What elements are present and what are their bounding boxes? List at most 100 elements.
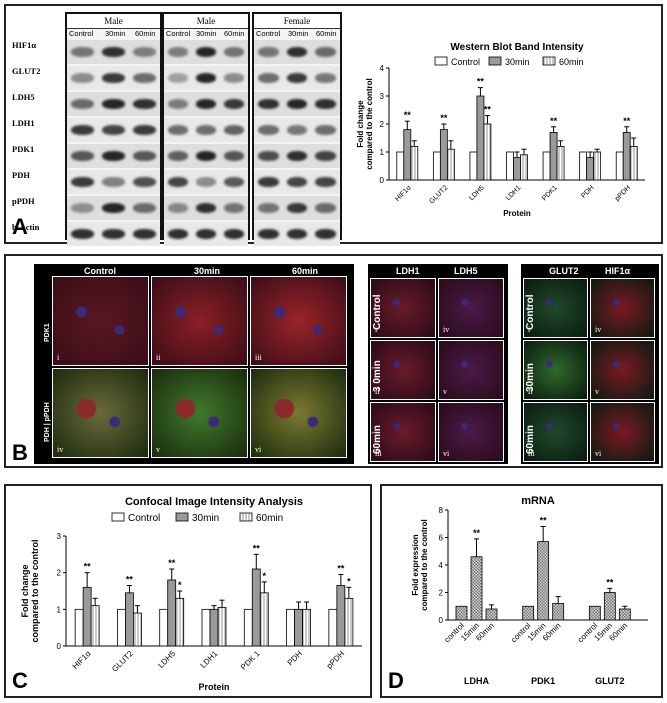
- blot-band: [286, 99, 308, 109]
- blot-band: [258, 99, 279, 109]
- blot-band: [71, 151, 94, 161]
- significance-label: **: [440, 113, 448, 123]
- bar: [629, 146, 638, 181]
- blot-band: [196, 203, 216, 213]
- legend-swatch: [175, 512, 189, 522]
- blot-band: [224, 47, 244, 57]
- micrograph-tile: iii: [370, 402, 436, 462]
- col-header: LDH1: [396, 266, 420, 276]
- significance-label: **: [404, 110, 412, 120]
- micrograph-tile: v: [438, 340, 504, 400]
- bar: [542, 151, 551, 181]
- blot-band: [258, 73, 279, 83]
- significance-label: **: [550, 116, 558, 126]
- blot-band: [102, 125, 125, 135]
- blot-band: [71, 47, 94, 57]
- tile-label: v: [443, 387, 447, 396]
- tile-label: vi: [255, 445, 262, 454]
- significance-label: **: [126, 575, 134, 585]
- bar: [522, 605, 535, 621]
- y-axis-label: Fold expressioncompared to the control: [411, 519, 429, 611]
- bar: [74, 608, 84, 647]
- blot-band: [71, 73, 94, 83]
- significance-label: **: [473, 528, 481, 538]
- blot-band: [315, 203, 336, 213]
- y-tick-label: 2: [380, 120, 385, 129]
- y-tick-label: 0: [57, 642, 62, 651]
- glut-hif-micrographs: GLUT2 HIF1α i iv ii v iii vi Control 30min 60mi…: [521, 264, 659, 464]
- col-header: Control: [84, 266, 116, 276]
- significance-label: **: [168, 558, 176, 568]
- blot-band: [71, 203, 94, 213]
- blot-band: [258, 125, 279, 135]
- tile-label: v: [595, 387, 599, 396]
- significance-label: *: [263, 571, 267, 581]
- tile-label: i: [57, 353, 60, 362]
- tile-label: iii: [528, 449, 535, 458]
- bar: [167, 579, 177, 647]
- blot-group-title: Male: [164, 14, 248, 29]
- bar: [513, 157, 521, 181]
- x-tick-label: HIF1α: [394, 184, 413, 203]
- tile-label: ii: [156, 353, 161, 362]
- x-tick-label: PDK 1: [239, 649, 262, 672]
- blot-band: [315, 125, 336, 135]
- micrograph-tile: i: [52, 276, 149, 366]
- blot-band: [258, 151, 279, 161]
- micrograph-tile: v: [151, 368, 248, 458]
- row-label: Control: [525, 294, 536, 330]
- bar: [396, 151, 405, 181]
- blot-band: [71, 229, 94, 239]
- blot-band: [224, 151, 244, 161]
- bar: [117, 608, 126, 647]
- bar: [455, 605, 468, 621]
- tile-label: vi: [595, 449, 602, 458]
- blot-row-label: PDH: [12, 170, 30, 180]
- bar: [82, 586, 92, 647]
- blot-band: [133, 47, 156, 57]
- panel-d: D mRNA 0 2 4 6 8 Fold expressioncompared to th…: [380, 484, 663, 698]
- col-header: GLUT2: [549, 266, 579, 276]
- micrograph-tile: ii: [523, 340, 588, 400]
- micrograph-tile: vi: [250, 368, 347, 458]
- blot-band: [133, 151, 156, 161]
- micrograph-tile: iv: [52, 368, 149, 458]
- lane-label: 30min: [288, 29, 309, 38]
- bar: [410, 146, 419, 181]
- blot-band: [102, 151, 125, 161]
- legend-label: Control: [451, 57, 480, 67]
- micrograph-tile: ii: [370, 340, 436, 400]
- blot-row-label: PDK1: [12, 144, 35, 154]
- mrna-chart: mRNA 0 2 4 6 8 Fold expressioncompared to the …: [411, 495, 648, 686]
- x-tick-label: GLUT2: [428, 184, 449, 205]
- pdk-pdh-micrographs: Control 30min 60min PDK1 PDH | pPDH i ii i…: [34, 264, 354, 464]
- y-tick-label: 1: [380, 148, 385, 157]
- blot-band: [168, 47, 188, 57]
- bar: [556, 146, 565, 181]
- blot-band: [133, 229, 156, 239]
- x-tick-label: LDH5: [156, 649, 177, 670]
- bar: [294, 608, 303, 647]
- blot-band: [133, 99, 156, 109]
- x-tick-label: LDH1: [199, 649, 220, 670]
- y-tick-label: 3: [57, 532, 62, 541]
- legend-swatch: [542, 56, 556, 66]
- panel-d-label: D: [388, 668, 404, 693]
- blot-band: [168, 99, 188, 109]
- col-header: 60min: [292, 266, 319, 276]
- legend-swatch: [488, 56, 502, 66]
- row-label: 60min: [525, 425, 536, 454]
- panel-a: A HIF1α GLUT2 LDH5 LDH1 PDK1 PDH pPDH b-Actin M…: [4, 4, 663, 246]
- significance-label: **: [484, 105, 492, 115]
- legend-label: 60min: [256, 513, 283, 524]
- y-tick-label: 0: [380, 176, 385, 185]
- blot-band: [286, 73, 308, 83]
- bar: [286, 608, 295, 647]
- x-tick-label: LDH5: [468, 184, 486, 202]
- legend-label: Control: [128, 513, 160, 524]
- blot-band: [168, 203, 188, 213]
- blot-band: [133, 203, 156, 213]
- blot-band: [133, 73, 156, 83]
- confocal-chart: Confocal Image Intensity Analysis Control…: [20, 496, 362, 692]
- tile-label: vi: [443, 449, 450, 458]
